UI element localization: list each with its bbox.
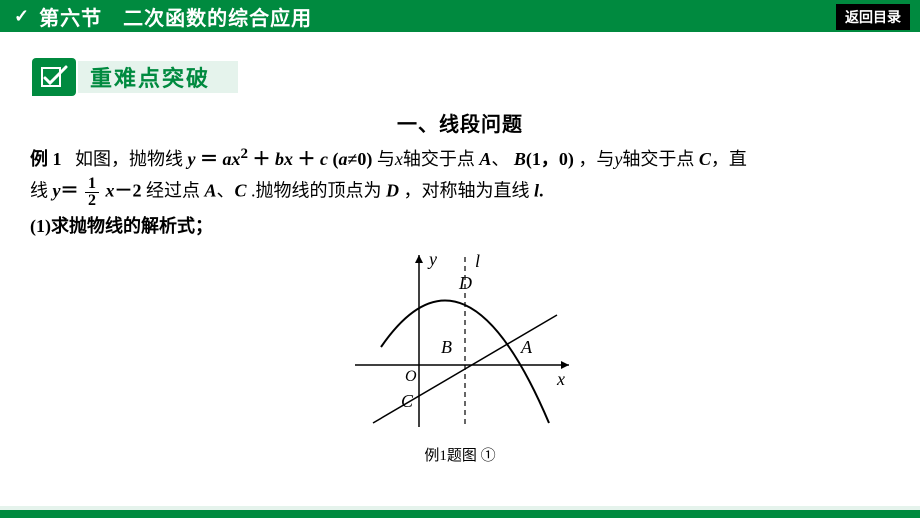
problem-question-1: (1)求抛物线的解析式； [30, 213, 890, 241]
header-check-icon: ✓ [14, 6, 29, 27]
var-y: y [188, 149, 196, 169]
section-text-bg: 重难点突破 [78, 61, 238, 93]
eq: ＝ [61, 181, 79, 201]
svg-text:A: A [520, 337, 533, 357]
sep: 、 [491, 149, 509, 169]
pt-C: C [235, 181, 247, 201]
header-bar: ✓ 第六节 二次函数的综合应用 返回目录 [0, 0, 920, 32]
svg-text:y: y [427, 249, 437, 269]
txt: 与 [377, 149, 395, 169]
problem-line-2: 线 y＝ 1 2 x－2 经过点 A、C .抛物线的顶点为 D ，对称轴为直线 … [30, 176, 890, 209]
var-a: a [223, 149, 232, 169]
eq: ＝ [200, 149, 218, 169]
txt: 经过点 [146, 181, 200, 201]
var-b: b [275, 149, 284, 169]
txt: ，直 [711, 149, 747, 169]
pt-C: C [699, 149, 711, 169]
section-ribbon: 重难点突破 [32, 58, 920, 96]
section-heading: 重难点突破 [90, 61, 210, 93]
pt-B: B [514, 149, 526, 169]
minus2: －2 [115, 181, 142, 201]
ne0: ≠0) [348, 149, 373, 169]
svg-text:x: x [556, 369, 565, 389]
checkbox-pencil-icon [40, 64, 70, 90]
fraction-half: 1 2 [85, 176, 99, 209]
pt-A: A [205, 181, 217, 201]
sep: 、 [217, 181, 235, 201]
txt: ，与 [578, 149, 614, 169]
footer-bar [0, 506, 920, 518]
section-badge [32, 58, 76, 96]
txt: ，对称轴为直线 [404, 181, 530, 201]
var-x: x [232, 149, 241, 169]
example-label: 例 1 [30, 149, 62, 169]
txt: 线 [30, 181, 48, 201]
var-y: y [53, 181, 61, 201]
var-a: a [339, 149, 348, 169]
var-x: x [395, 149, 403, 169]
header-title: 第六节 二次函数的综合应用 [39, 2, 312, 31]
parabola-figure: y x lD A B CO [335, 247, 585, 437]
svg-text:l: l [475, 251, 480, 271]
txt: 如图，抛物线 [75, 149, 183, 169]
svg-text:O: O [405, 368, 417, 385]
figure-caption: 例1题图 ① [0, 444, 920, 465]
coord-B: (1，0) [526, 149, 574, 169]
plus: ＋ [253, 149, 271, 169]
txt: .抛物线的顶点为 [251, 181, 382, 201]
svg-text:B: B [441, 337, 452, 357]
var-c: c [320, 149, 328, 169]
frac-den: 2 [85, 193, 99, 209]
var-x: x [284, 149, 293, 169]
var-x: x [106, 181, 115, 201]
period: . [539, 181, 544, 201]
svg-text:D: D [458, 273, 472, 293]
txt: 轴交于点 [403, 149, 475, 169]
sup2: 2 [241, 146, 249, 162]
svg-text:C: C [401, 391, 414, 411]
subheading: 一、线段问题 [0, 108, 920, 137]
pt-A: A [479, 149, 491, 169]
pt-D: D [386, 181, 399, 201]
plus: ＋ [298, 149, 316, 169]
problem-line-1: 例 1 如图，抛物线 y ＝ ax2 ＋ bx ＋ c (a≠0) 与x轴交于点… [30, 143, 890, 174]
figure-wrap: y x lD A B CO 例1题图 ① [0, 247, 920, 465]
txt: 轴交于点 [622, 149, 694, 169]
problem-text: 例 1 如图，抛物线 y ＝ ax2 ＋ bx ＋ c (a≠0) 与x轴交于点… [30, 143, 890, 241]
back-to-toc-button[interactable]: 返回目录 [836, 4, 910, 30]
frac-num: 1 [85, 176, 99, 193]
